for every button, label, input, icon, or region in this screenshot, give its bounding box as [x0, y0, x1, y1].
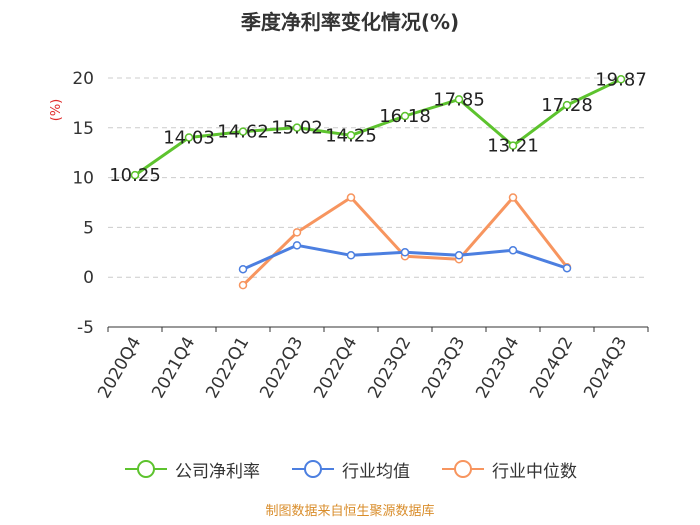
legend-item-company[interactable]: 公司净利率	[123, 457, 260, 482]
data-point	[130, 170, 140, 180]
data-point	[508, 141, 518, 150]
data-point	[454, 251, 464, 260]
source-note: 制图数据来自恒生聚源数据库	[265, 504, 435, 519]
data-point	[238, 264, 248, 274]
x-tick-label: 2023Q3	[418, 334, 469, 402]
legend-line-marker-icon	[125, 460, 167, 478]
y-tick-label: 0	[83, 268, 94, 288]
data-label: 10.25	[109, 165, 161, 186]
y-tick-label: 20	[72, 69, 94, 89]
data-point	[184, 133, 194, 142]
data-point	[508, 246, 518, 255]
legend-label-industry-avg: 行业均值	[342, 461, 410, 482]
y-tick-label: 5	[83, 218, 94, 238]
data-point	[454, 95, 464, 104]
x-tick-label: 2023Q2	[364, 334, 415, 402]
data-label: 14.25	[325, 125, 377, 146]
data-label: 17.28	[541, 95, 593, 116]
data-label: 14.03	[163, 127, 215, 148]
data-label: 15.02	[271, 118, 323, 139]
y-tick-label: 15	[72, 119, 94, 139]
x-tick-label: 2024Q3	[580, 334, 631, 402]
data-label: 16.18	[379, 106, 431, 127]
x-tick-label: 2024Q2	[526, 334, 577, 402]
chart-title: 季度净利率变化情况(%)	[240, 10, 460, 34]
y-axis-label: (%)	[49, 99, 64, 122]
data-point	[562, 263, 572, 273]
series-layer	[130, 75, 626, 290]
data-point	[346, 131, 356, 140]
data-point	[562, 100, 572, 110]
x-tick-label: 2023Q4	[472, 334, 523, 402]
x-tick-label: 2022Q3	[256, 334, 307, 402]
legend-line-marker-icon	[292, 460, 334, 478]
data-point	[346, 251, 356, 260]
x-tick-label: 2022Q1	[202, 334, 253, 402]
data-point	[238, 127, 248, 136]
series-line	[241, 196, 569, 287]
x-tick-label: 2022Q4	[310, 334, 361, 402]
data-point	[238, 280, 248, 290]
data-point	[508, 193, 518, 202]
data-point	[346, 193, 356, 202]
data-label: 17.85	[433, 89, 485, 110]
legend-item-industry-median[interactable]: 行业中位数	[440, 457, 577, 482]
x-tick-label: 2020Q4	[94, 334, 145, 402]
y-tick-label: -5	[77, 318, 94, 338]
legend-item-industry-avg[interactable]: 行业均值	[290, 457, 410, 482]
data-point	[616, 75, 626, 84]
data-point	[292, 123, 302, 132]
y-tick-label: 10	[72, 169, 94, 189]
legend: 公司净利率 行业均值 行业中位数	[0, 455, 700, 483]
data-label: 14.62	[217, 122, 269, 143]
x-tick-label: 2021Q4	[148, 334, 199, 402]
data-point	[292, 228, 302, 237]
data-label: 13.21	[487, 136, 539, 157]
series-line	[134, 77, 622, 177]
legend-label-industry-median: 行业中位数	[492, 461, 577, 482]
data-label: 19.87	[595, 69, 647, 90]
legend-line-marker-icon	[442, 460, 484, 478]
data-point	[400, 248, 410, 257]
legend-label-company: 公司净利率	[175, 461, 260, 482]
data-point	[400, 111, 410, 121]
data-point	[292, 241, 302, 250]
